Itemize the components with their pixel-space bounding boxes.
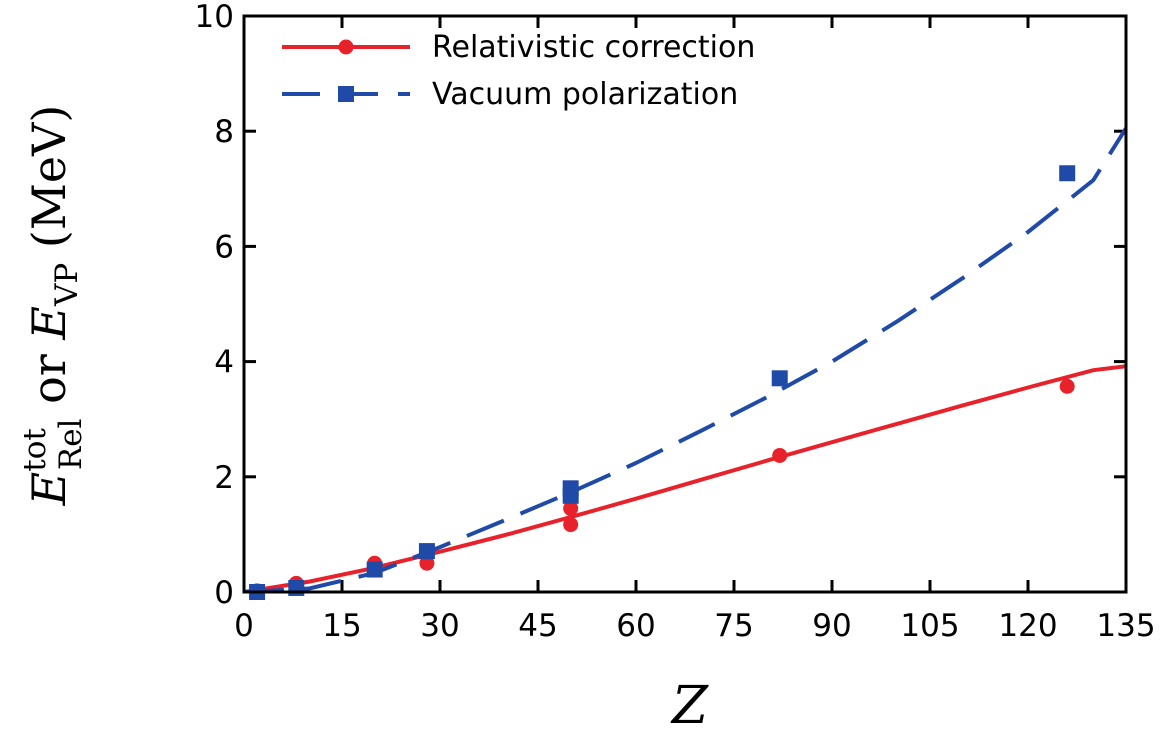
y-tick-label-3: 6 — [214, 229, 234, 265]
series-1-point-7 — [1059, 165, 1076, 182]
series-1-point-2 — [366, 561, 383, 578]
series-0-point-3 — [419, 555, 435, 571]
x-tick-label-5: 75 — [714, 608, 753, 644]
x-tick-label-3: 45 — [518, 608, 557, 644]
x-tick-label-4: 60 — [616, 608, 655, 644]
series-0-point-4 — [563, 500, 579, 516]
y-title-or: or — [22, 340, 76, 419]
x-tick-label-1: 15 — [322, 608, 361, 644]
series-1-point-3 — [418, 543, 435, 560]
x-tick-label-8: 120 — [998, 608, 1057, 644]
x-tick-label-7: 105 — [900, 608, 959, 644]
svg-text:EtotRel or EVP (MeV): EtotRel or EVP (MeV) — [17, 105, 89, 507]
y-title-e1: E — [22, 472, 76, 507]
legend-marker-1 — [338, 86, 354, 102]
series-1-point-5 — [562, 487, 579, 504]
legend-marker-0 — [338, 39, 354, 55]
y-title-sup: tot — [17, 428, 53, 472]
x-tick-label-0: 0 — [234, 608, 254, 644]
series-1-point-1 — [288, 579, 305, 596]
x-tick-label-9: 135 — [1096, 608, 1155, 644]
legend: Relativistic correction Vacuum polarizati… — [282, 30, 755, 112]
y-tick-label-4: 8 — [214, 114, 234, 150]
series-0-point-5 — [563, 517, 579, 533]
plot-frame — [242, 14, 1128, 594]
series-0-point-6 — [772, 447, 788, 463]
series-1-line — [244, 127, 1126, 592]
x-tick-label-2: 30 — [420, 608, 459, 644]
y-title-sub-rel: Rel — [53, 419, 89, 471]
x-axis-title: Z — [670, 676, 709, 730]
y-title-sub-vp: VP — [49, 263, 85, 307]
y-axis-title: EtotRel or EVP (MeV) — [17, 105, 89, 507]
legend-label-0: Relativistic correction — [432, 30, 755, 65]
y-tick-label-2: 4 — [214, 345, 234, 381]
y-title-unit: (MeV) — [22, 105, 76, 263]
series-1-point-6 — [771, 370, 788, 387]
y-tick-label-0: 0 — [214, 575, 234, 611]
legend-label-1: Vacuum polarization — [432, 77, 738, 112]
series-0-line — [244, 364, 1126, 592]
y-tick-label-1: 2 — [214, 460, 234, 496]
y-title-e2: E — [22, 306, 76, 341]
series-0-point-7 — [1059, 378, 1075, 394]
x-tick-label-6: 90 — [812, 608, 851, 644]
y-tick-label-5: 10 — [195, 0, 234, 35]
